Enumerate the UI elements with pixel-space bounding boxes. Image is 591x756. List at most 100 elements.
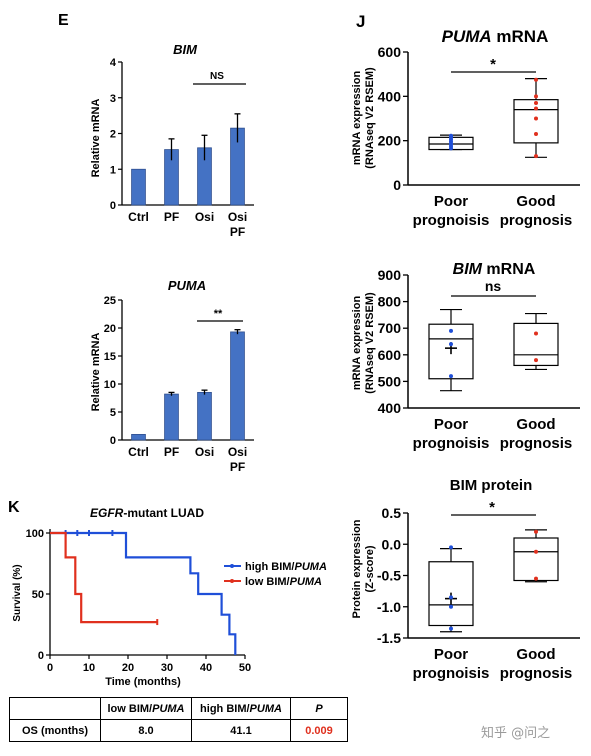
bim-bar bbox=[131, 168, 146, 206]
os-table-row: OS (months) 8.0 41.1 0.009 bbox=[9, 719, 348, 742]
bimbox-group-label: Good bbox=[516, 416, 555, 433]
pumabox-ytick-label: 600 bbox=[378, 44, 402, 60]
os-p-value: 0.009 bbox=[290, 719, 348, 742]
protbox-point bbox=[534, 529, 538, 534]
km-xtick-label: 0 bbox=[47, 662, 53, 674]
puma-ytick-label: 5 bbox=[110, 407, 116, 419]
puma-mrna-title: PUMA mRNA bbox=[442, 27, 549, 46]
pumabox-group-label: prognoisis bbox=[413, 212, 490, 229]
protbox-point bbox=[449, 604, 453, 609]
km-xtick-label: 30 bbox=[161, 662, 173, 674]
puma-mrna-marks bbox=[428, 77, 559, 159]
km-ytick-label: 100 bbox=[26, 528, 44, 540]
puma-bar-marks bbox=[131, 329, 245, 441]
os-header-high: high BIM/PUMA bbox=[191, 697, 291, 720]
protbox-point bbox=[534, 576, 538, 581]
bim-mrna-boxplot: BIM mRNA mRNA expression(RNAseq V2 RSEM)… bbox=[351, 261, 580, 452]
os-table-header: low BIM/PUMA high BIM/PUMA P bbox=[9, 697, 348, 720]
puma-bar-ylabel: Relative mRNA bbox=[90, 333, 102, 412]
bimbox-group-label: prognoisis bbox=[413, 435, 490, 452]
km-xtick-label: 10 bbox=[83, 662, 95, 674]
pumabox-ytick-label: 400 bbox=[378, 88, 402, 104]
bim-protein-title: BIM protein bbox=[450, 477, 533, 494]
puma-mrna-sig-label: * bbox=[490, 56, 496, 73]
bim-bar-title: BIM bbox=[173, 42, 198, 57]
bimbox-point bbox=[534, 331, 538, 336]
bim-bar-ylabel: Relative mRNA bbox=[90, 99, 102, 178]
km-title: EGFR-mutant LUAD bbox=[90, 506, 204, 520]
puma-bar-title: PUMA bbox=[168, 278, 206, 293]
pumabox-ytick-label: 0 bbox=[393, 177, 401, 193]
puma-bar bbox=[164, 393, 179, 441]
km-survival-chart: EGFR-mutant LUAD Survival (%) Time (mont… bbox=[12, 506, 327, 688]
bim-xtick-label: PF bbox=[164, 210, 179, 224]
bimbox-ytick-label: 800 bbox=[378, 294, 402, 310]
pumabox-ytick-label: 200 bbox=[378, 133, 402, 149]
pumabox-point bbox=[449, 133, 453, 138]
km-ylabel: Survival (%) bbox=[12, 564, 23, 621]
puma-mrna-boxplot: PUMA mRNA mRNA expression(RNAseq V2 RSEM… bbox=[351, 27, 580, 229]
os-low-value: 8.0 bbox=[100, 719, 192, 742]
bim-ytick-label: 4 bbox=[110, 57, 117, 69]
km-ytick-label: 50 bbox=[32, 589, 44, 601]
bim-mrna-ns-label: ns bbox=[485, 278, 502, 294]
legend-low: low BIM/PUMA bbox=[224, 576, 322, 588]
protbox-group-label: Poor bbox=[434, 646, 468, 663]
km-axes: 0 50 100 0 10 20 30 40 50 bbox=[26, 528, 251, 674]
km-xtick-label: 50 bbox=[239, 662, 251, 674]
os-header-empty bbox=[9, 697, 101, 720]
bim-mrna-axes: 400 500 600 700 800 900 Poor prognoisis Good prog… bbox=[378, 267, 580, 452]
legend-high-label: high BIM/PUMA bbox=[245, 561, 327, 573]
km-curve-high bbox=[50, 531, 237, 655]
bim-protein-axes: 0.5 0.0 -0.5 -1.0 -1.5 Poor prognoisis Good prog… bbox=[377, 505, 580, 682]
bim-xtick-label: Ctrl bbox=[128, 210, 149, 224]
pumabox-point bbox=[534, 77, 538, 82]
protbox-ytick-label: -1.0 bbox=[377, 599, 401, 615]
bim-mrna-ylabel: mRNA expression(RNAseq V2 RSEM) bbox=[351, 292, 376, 394]
bim-protein-ylabel: Protein expression(Z-score) bbox=[351, 519, 376, 618]
protbox-box bbox=[428, 561, 474, 627]
bim-ytick-label: 2 bbox=[110, 129, 116, 141]
bimbox-ytick-label: 600 bbox=[378, 347, 402, 363]
protbox-ytick-label: -1.5 bbox=[377, 630, 401, 646]
bim-protein-sig-label: * bbox=[489, 499, 495, 516]
bimbox-point bbox=[534, 358, 538, 363]
os-header-low: low BIM/PUMA bbox=[100, 697, 192, 720]
legend-low-label: low BIM/PUMA bbox=[245, 576, 322, 588]
protbox-ytick-label: 0.5 bbox=[382, 505, 402, 521]
bim-mrna-marks bbox=[428, 308, 559, 392]
pumabox-group-label: Poor bbox=[434, 193, 468, 210]
pumabox-point bbox=[534, 94, 538, 99]
bimbox-box bbox=[513, 322, 559, 367]
puma-bar bbox=[230, 331, 245, 441]
puma-xtick-label: Osi bbox=[195, 445, 214, 459]
puma-bar bbox=[131, 433, 146, 441]
puma-mrna-ylabel: mRNA expression(RNAseq V2 RSEM) bbox=[351, 67, 376, 169]
bim-protein-boxplot: BIM protein Protein expression(Z-score) … bbox=[351, 477, 580, 682]
km-xlabel: Time (months) bbox=[105, 676, 181, 688]
km-xtick-label: 40 bbox=[200, 662, 212, 674]
os-header-p: P bbox=[290, 697, 348, 720]
bim-ytick-label: 0 bbox=[110, 200, 116, 212]
bimbox-group-label: prognosis bbox=[500, 435, 573, 452]
bimbox-ytick-label: 700 bbox=[378, 320, 402, 336]
bim-mrna-title: BIM mRNA bbox=[453, 261, 536, 278]
puma-xtick-label: Osi bbox=[228, 445, 247, 459]
os-high-value: 41.1 bbox=[191, 719, 291, 742]
protbox-ytick-label: 0.0 bbox=[382, 536, 402, 552]
bimbox-ytick-label: 500 bbox=[378, 373, 402, 389]
km-xtick-label: 20 bbox=[122, 662, 134, 674]
pumabox-point bbox=[534, 132, 538, 137]
bimbox-point bbox=[449, 328, 453, 333]
puma-xtick-label: Ctrl bbox=[128, 445, 149, 459]
protbox-group-label: prognoisis bbox=[413, 665, 490, 682]
bim-ytick-label: 3 bbox=[110, 93, 116, 105]
bimbox-point bbox=[449, 374, 453, 379]
pumabox-group-label: Good bbox=[516, 193, 555, 210]
watermark: 知乎 @问之 bbox=[481, 726, 551, 741]
pumabox-point bbox=[534, 116, 538, 121]
panel-letter-e: E bbox=[58, 12, 69, 29]
